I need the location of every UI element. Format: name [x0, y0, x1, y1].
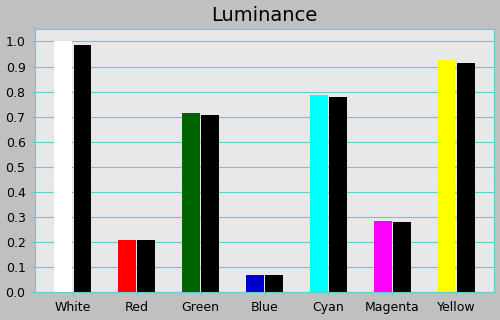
Bar [182, 113, 200, 292]
Bar [202, 116, 219, 292]
Bar [329, 97, 347, 292]
Bar [310, 95, 328, 292]
Bar [246, 275, 264, 292]
Bar [265, 275, 283, 292]
Bar [393, 222, 411, 292]
Bar [438, 60, 456, 292]
Bar [374, 221, 392, 292]
Bar [118, 240, 136, 292]
Bar [138, 240, 156, 292]
Title: Luminance: Luminance [212, 5, 318, 25]
Bar [74, 45, 92, 292]
Bar [457, 63, 474, 292]
Bar [54, 41, 72, 292]
